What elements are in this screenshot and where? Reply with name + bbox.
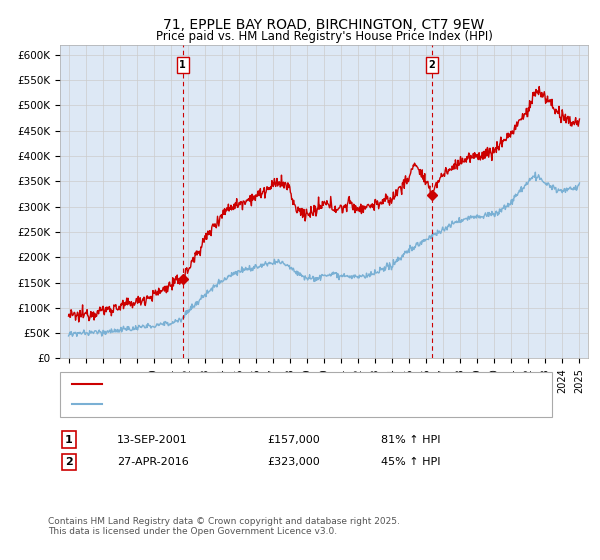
Text: 81% ↑ HPI: 81% ↑ HPI (381, 435, 440, 445)
Text: 2: 2 (65, 457, 73, 467)
Text: 1: 1 (179, 60, 186, 70)
Text: £323,000: £323,000 (267, 457, 320, 467)
Text: 71, EPPLE BAY ROAD, BIRCHINGTON, CT7 9EW (semi-detached house): 71, EPPLE BAY ROAD, BIRCHINGTON, CT7 9EW… (108, 379, 472, 389)
Text: Contains HM Land Registry data © Crown copyright and database right 2025.
This d: Contains HM Land Registry data © Crown c… (48, 517, 400, 536)
Text: 2: 2 (428, 60, 435, 70)
Text: £157,000: £157,000 (267, 435, 320, 445)
Text: 13-SEP-2001: 13-SEP-2001 (117, 435, 188, 445)
Text: 71, EPPLE BAY ROAD, BIRCHINGTON, CT7 9EW: 71, EPPLE BAY ROAD, BIRCHINGTON, CT7 9EW (163, 18, 485, 32)
Text: Price paid vs. HM Land Registry's House Price Index (HPI): Price paid vs. HM Land Registry's House … (155, 30, 493, 43)
Text: 45% ↑ HPI: 45% ↑ HPI (381, 457, 440, 467)
Text: 1: 1 (65, 435, 73, 445)
Text: 27-APR-2016: 27-APR-2016 (117, 457, 189, 467)
Text: HPI: Average price, semi-detached house, Thanet: HPI: Average price, semi-detached house,… (108, 399, 366, 409)
